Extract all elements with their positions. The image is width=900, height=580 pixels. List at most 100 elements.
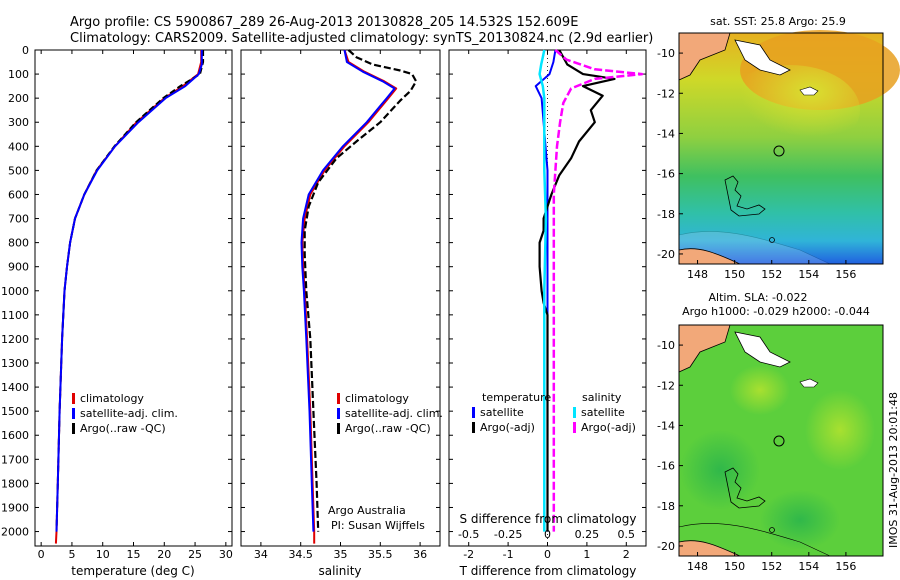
- map-lat-label: -18: [657, 500, 675, 513]
- argo-location-marker-sla: [773, 435, 785, 447]
- map-lat-label: -16: [657, 168, 675, 181]
- x-tick-label: -2: [463, 548, 474, 561]
- depth-tick-label: 500: [8, 164, 29, 177]
- header-line-1: Argo profile: CS 5900867_289 26-Aug-2013…: [70, 15, 578, 30]
- legend-swatch: [337, 408, 340, 419]
- sst-yellow-patch: [720, 65, 860, 155]
- temperature-legend: climatology satellite-adj. clim. Argo(..ra…: [72, 392, 178, 435]
- x-tick-label: 36: [413, 548, 427, 561]
- s-diff-tick-label: -0.25: [494, 528, 522, 541]
- map-lat-label: -12: [657, 87, 675, 100]
- legend-label: Argo(-adj): [480, 421, 535, 434]
- sst-map: sat. SST: 25.8 Argo: 25.9 -10-12-14-16-1…: [657, 15, 900, 281]
- depth-tick-label: 1000: [1, 285, 29, 298]
- sla-map-title-1: Altim. SLA: -0.022: [708, 291, 807, 304]
- temperature-panel: 0100200300400500600700800900100011001200…: [1, 44, 233, 578]
- x-tick-label: 0: [544, 548, 551, 561]
- legend-label: satellite: [480, 406, 524, 419]
- depth-tick-label: 1400: [1, 381, 29, 394]
- legend-label: satellite: [581, 406, 625, 419]
- legend-swatch: [72, 423, 75, 434]
- x-tick-label: 35.5: [368, 548, 393, 561]
- salinity-x-axis: 34 34.5 35 35.5 36: [254, 50, 427, 561]
- header-line-2: Climatology: CARS2009. Satellite-adjuste…: [70, 31, 653, 46]
- depth-tick-label: 600: [8, 188, 29, 201]
- s-diff-satellite-line: [538, 49, 548, 532]
- sst-map-title: sat. SST: 25.8 Argo: 25.9: [710, 15, 846, 28]
- argo-location-marker-sst: [773, 145, 785, 157]
- legend-swatch: [72, 393, 75, 404]
- x-tick-label: 30: [219, 548, 233, 561]
- depth-tick-label: 700: [8, 213, 29, 226]
- depth-tick-label: 1800: [1, 477, 29, 490]
- temperature-x-axis: 0 5 10 15 20 25 30: [38, 50, 233, 561]
- depth-tick-label: 100: [8, 68, 29, 81]
- temperature-x-label: temperature (deg C): [71, 564, 194, 578]
- map-lat-label: -14: [657, 127, 675, 140]
- x-tick-label: 5: [68, 548, 75, 561]
- difference-legend: temperature salinity satellite Argo(-adj) sa…: [472, 391, 636, 434]
- depth-tick-label: 1200: [1, 333, 29, 346]
- map-lat-label: -12: [657, 379, 675, 392]
- legend-title-salinity: salinity: [582, 391, 622, 404]
- sla-map: Altim. SLA: -0.022 Argo h1000: -0.029 h2…: [657, 291, 884, 573]
- small-reef-sla: [769, 527, 775, 533]
- map-lat-label: -16: [657, 460, 675, 473]
- depth-tick-label: 300: [8, 116, 29, 129]
- salinity-argo-line: [303, 49, 418, 532]
- legend-swatch: [72, 408, 75, 419]
- depth-axis: 0 100 200 300 400 500 600 700 800 900 1000 1100 1200…: [1, 44, 232, 539]
- legend-label: Argo(-adj): [581, 421, 636, 434]
- salinity-panel: 34 34.5 35 35.5 36 climatology satellite-adj.…: [240, 49, 443, 578]
- legend-label: climatology: [345, 392, 409, 405]
- map-lat-label: -10: [657, 47, 675, 60]
- depth-tick-label: 1100: [1, 309, 29, 322]
- map-lon-label: 156: [835, 268, 856, 281]
- s-diff-argo-line: [552, 49, 644, 532]
- legend-swatch: [337, 423, 340, 434]
- sla-map-title-2: Argo h1000: -0.029 h2000: -0.044: [682, 305, 870, 318]
- sla-high-patch-2: [730, 365, 790, 415]
- salinity-depth-ticks: [241, 49, 440, 533]
- map-lat-label: -20: [657, 540, 675, 553]
- legend-swatch: [573, 422, 576, 433]
- reef-outline-sst: [724, 175, 766, 217]
- difference-panel: -2 -1 0 1 2-0.5 -0.25 0 0.25 0.5 temperature sali…: [448, 49, 647, 578]
- difference-depth-ticks: [449, 49, 646, 533]
- map-lon-label: 150: [724, 268, 745, 281]
- map-lon-label: 154: [798, 560, 819, 573]
- legend-title-temperature: temperature: [482, 391, 551, 404]
- temperature-satellite-line: [55, 50, 203, 532]
- map-lon-label: 152: [761, 560, 782, 573]
- map-lat-label: -14: [657, 419, 675, 432]
- annotation-pi: PI: Susan Wijffels: [331, 519, 425, 532]
- footer-timestamp: IMOS 31-Aug-2013 20:01:48: [887, 392, 900, 548]
- map-lon-label: 148: [687, 268, 708, 281]
- depth-tick-label: 900: [8, 261, 29, 274]
- x-tick-label: 34: [254, 548, 268, 561]
- x-tick-label: 25: [188, 548, 202, 561]
- map-lat-label: -10: [657, 339, 675, 352]
- reef-outline-sla: [724, 467, 766, 509]
- x-tick-label: 35: [334, 548, 348, 561]
- reef-contour-sla: [678, 523, 831, 557]
- x-tick-label: 0: [38, 548, 45, 561]
- sla-map-ticks: -10 -12 -14 -16 -18 -20 148 150 152 154 156: [657, 339, 856, 573]
- legend-swatch: [472, 407, 475, 418]
- depth-tick-label: 1300: [1, 357, 29, 370]
- temperature-axes-frame: [34, 49, 233, 547]
- map-lon-label: 154: [798, 268, 819, 281]
- map-lon-label: 150: [724, 560, 745, 573]
- legend-label: satellite-adj. clim.: [80, 407, 178, 420]
- depth-tick-label: 400: [8, 140, 29, 153]
- legend-label: satellite-adj. clim.: [345, 407, 443, 420]
- depth-tick-label: 2000: [1, 526, 29, 539]
- x-tick-label: 15: [127, 548, 141, 561]
- map-lon-label: 152: [761, 268, 782, 281]
- depth-tick-label: 1600: [1, 429, 29, 442]
- land-islet: [799, 86, 819, 96]
- annotation-argo-australia: Argo Australia: [328, 504, 406, 517]
- sst-map-ticks: -10 -12 -14 -16 -18 -20 148 150 152 154 156: [657, 47, 856, 281]
- legend-label: Argo(..raw -QC): [80, 422, 166, 435]
